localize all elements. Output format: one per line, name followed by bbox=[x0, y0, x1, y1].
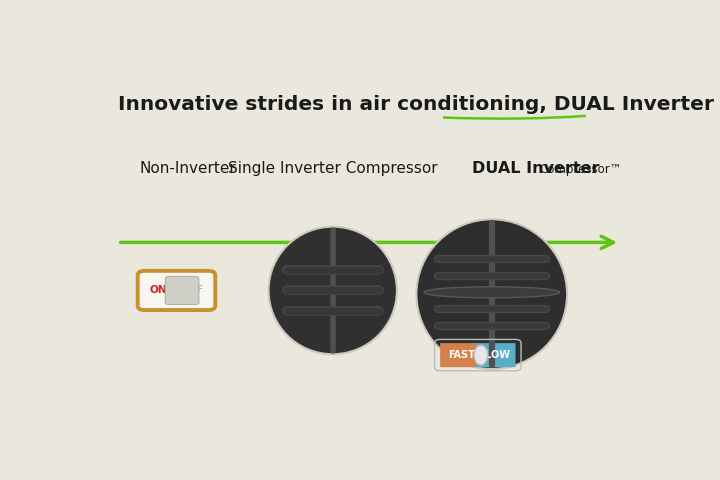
Text: ON: ON bbox=[150, 286, 168, 296]
Ellipse shape bbox=[474, 345, 487, 365]
Text: Non-Inverter: Non-Inverter bbox=[139, 161, 236, 176]
FancyBboxPatch shape bbox=[477, 343, 516, 367]
FancyBboxPatch shape bbox=[166, 276, 199, 304]
Ellipse shape bbox=[269, 227, 397, 354]
FancyBboxPatch shape bbox=[440, 343, 480, 367]
Text: SLOW: SLOW bbox=[478, 350, 510, 360]
Text: OFF: OFF bbox=[184, 286, 203, 296]
Text: FAST: FAST bbox=[448, 350, 474, 360]
Ellipse shape bbox=[416, 219, 567, 369]
Text: DUAL Inverter: DUAL Inverter bbox=[472, 161, 600, 176]
Text: Innovative strides in air conditioning, DUAL Inverter Compressor™: Innovative strides in air conditioning, … bbox=[118, 95, 720, 114]
FancyBboxPatch shape bbox=[138, 271, 215, 310]
Ellipse shape bbox=[424, 287, 559, 298]
Text: Compressor™: Compressor™ bbox=[539, 163, 621, 176]
Text: Single Inverter Compressor: Single Inverter Compressor bbox=[228, 161, 438, 176]
